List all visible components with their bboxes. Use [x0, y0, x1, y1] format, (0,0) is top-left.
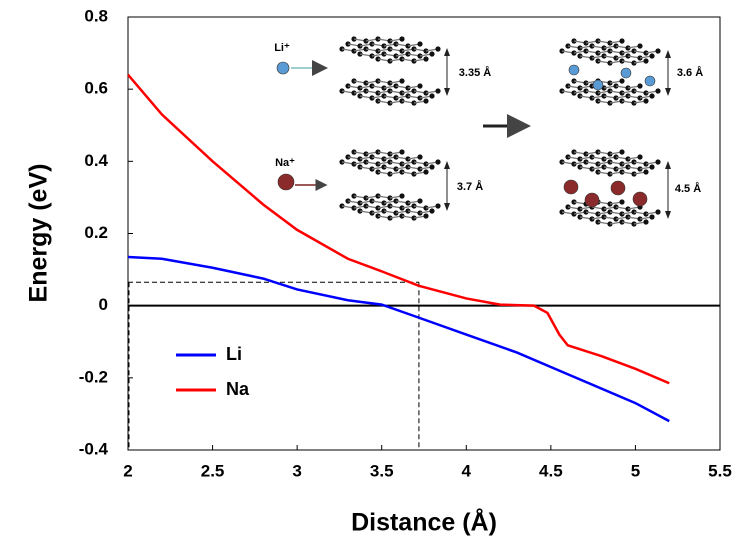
carbon-atom [637, 83, 643, 89]
annotation: Na⁺ [275, 157, 295, 169]
y-tick-label: 0.2 [84, 223, 108, 242]
carbon-atom [643, 219, 649, 225]
ion [584, 192, 600, 208]
ion [568, 64, 580, 76]
carbon-atom [429, 93, 435, 99]
graphene-layer [339, 78, 441, 106]
x-tick-label: 2.5 [201, 461, 225, 480]
annotation: Li⁺ [274, 42, 290, 54]
carbon-atom [429, 208, 435, 214]
ion [592, 79, 604, 91]
y-tick-label: 0.4 [84, 151, 108, 170]
carbon-atom [423, 56, 429, 62]
carbon-atom [417, 41, 423, 47]
x-tick-label: 5.5 [708, 461, 732, 480]
carbon-atom [637, 43, 643, 49]
carbon-atom [399, 193, 405, 199]
carbon-atom [619, 38, 625, 44]
carbon-atom [429, 51, 435, 57]
carbon-atom [429, 164, 435, 170]
graphene-layer [339, 36, 441, 64]
ion [563, 179, 579, 195]
graphene-layer [339, 193, 441, 221]
carbon-atom [643, 169, 649, 175]
y-tick-label: 0.6 [84, 79, 108, 98]
carbon-atom [435, 46, 441, 52]
x-tick-label: 3.5 [370, 461, 394, 480]
carbon-atom [399, 36, 405, 42]
carbon-atom [643, 98, 649, 104]
carbon-atom [655, 48, 661, 54]
ion [644, 75, 656, 87]
carbon-atom [637, 154, 643, 160]
graphene-layer [559, 38, 661, 66]
y-tick-label: -0.2 [79, 367, 108, 386]
annotation: 4.5 Å [675, 182, 701, 195]
carbon-atom [417, 83, 423, 89]
annotation: 3.6 Å [677, 66, 703, 79]
annotation: 3.35 Å [459, 66, 491, 79]
ion [632, 191, 648, 207]
y-tick-label: -0.4 [79, 439, 109, 458]
carbon-atom [619, 149, 625, 155]
carbon-atom [655, 209, 661, 215]
carbon-atom [435, 88, 441, 94]
graphene-layer [559, 78, 661, 106]
carbon-atom [423, 169, 429, 175]
carbon-atom [399, 149, 405, 155]
carbon-atom [399, 78, 405, 84]
y-tick-label: 0.8 [84, 6, 108, 25]
y-tick-label: 0 [99, 295, 108, 314]
carbon-atom [649, 93, 655, 99]
carbon-atom [619, 78, 625, 84]
carbon-atom [649, 214, 655, 220]
carbon-atom [417, 154, 423, 160]
x-axis-title: Distance (Å) [351, 508, 497, 537]
carbon-atom [619, 199, 625, 205]
carbon-atom [655, 159, 661, 165]
annotation: 3.7 Å [457, 180, 483, 193]
series-line [127, 73, 670, 385]
carbon-atom [649, 53, 655, 59]
graphene-layer [339, 149, 441, 177]
graphene-layer [559, 149, 661, 177]
ion [610, 180, 626, 196]
x-tick-label: 3 [292, 461, 301, 480]
legend-label: Na [226, 379, 250, 399]
carbon-atom [655, 88, 661, 94]
carbon-atom [643, 58, 649, 64]
carbon-atom [435, 203, 441, 209]
carbon-atom [649, 164, 655, 170]
y-axis-title: Energy (eV) [25, 164, 53, 303]
x-tick-label: 4 [462, 461, 472, 480]
plot-frame [127, 16, 721, 451]
carbon-atom [423, 213, 429, 219]
x-tick-label: 5 [631, 461, 640, 480]
x-tick-label: 4.5 [539, 461, 563, 480]
ion [277, 173, 295, 191]
graphene-layer [559, 199, 661, 227]
carbon-atom [435, 159, 441, 165]
ion [620, 67, 632, 79]
legend-label: Li [226, 344, 242, 364]
ion [276, 61, 290, 75]
series-line [127, 255, 670, 423]
carbon-atom [417, 198, 423, 204]
x-tick-label: 2 [123, 461, 132, 480]
carbon-atom [423, 98, 429, 104]
